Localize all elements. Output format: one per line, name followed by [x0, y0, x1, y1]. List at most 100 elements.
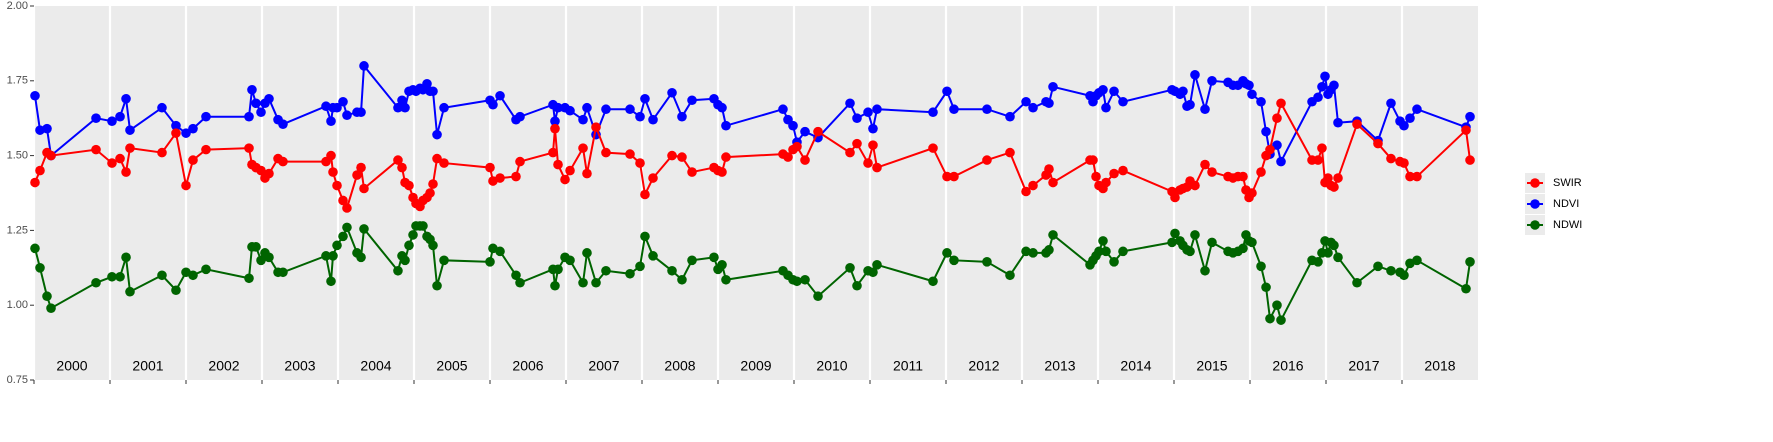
data-point	[1352, 277, 1362, 288]
data-point	[1261, 282, 1271, 293]
data-point	[868, 123, 878, 134]
data-point	[432, 153, 442, 164]
data-point	[640, 93, 650, 104]
data-point	[1200, 159, 1210, 170]
data-point	[845, 263, 855, 273]
data-point	[601, 104, 611, 115]
data-point	[157, 147, 167, 158]
data-point	[428, 240, 438, 251]
data-point	[1247, 188, 1257, 198]
data-point	[393, 265, 403, 276]
data-point	[1373, 261, 1383, 272]
data-point	[1048, 177, 1058, 188]
data-point	[1317, 81, 1327, 92]
data-point	[359, 61, 369, 71]
data-point	[635, 111, 645, 122]
data-point	[1118, 246, 1128, 257]
data-point	[393, 102, 403, 113]
year-label: 2001	[132, 358, 163, 374]
year-label: 2012	[968, 358, 999, 374]
data-point	[181, 128, 191, 138]
data-point	[813, 126, 823, 137]
data-point	[717, 167, 727, 177]
legend-marker	[1530, 178, 1540, 188]
data-point	[1373, 138, 1383, 149]
data-point	[1333, 252, 1343, 263]
data-point	[1190, 180, 1200, 191]
data-point	[667, 150, 677, 161]
data-point	[201, 264, 211, 275]
data-point	[1333, 173, 1343, 183]
data-point	[91, 113, 101, 123]
legend-marker	[1530, 220, 1540, 230]
data-point	[1021, 96, 1031, 107]
data-point	[1256, 96, 1266, 107]
data-point	[845, 98, 855, 109]
data-point	[1244, 80, 1254, 91]
data-point	[1005, 270, 1015, 281]
data-point	[1207, 167, 1217, 177]
data-point	[1386, 153, 1396, 164]
data-point	[1088, 155, 1098, 165]
data-point	[425, 188, 435, 198]
data-point	[356, 107, 366, 118]
data-point	[251, 98, 261, 109]
data-point	[244, 273, 254, 284]
data-point	[1323, 248, 1333, 258]
data-point	[157, 102, 167, 113]
data-point	[1412, 104, 1422, 115]
data-point	[982, 257, 992, 267]
data-point	[256, 107, 266, 118]
data-point	[553, 264, 563, 275]
data-point	[264, 252, 274, 263]
data-point	[928, 276, 938, 287]
data-point	[1044, 164, 1054, 174]
data-point	[1256, 261, 1266, 272]
data-point	[1265, 144, 1275, 155]
data-point	[1399, 158, 1409, 168]
data-point	[515, 156, 525, 167]
data-point	[800, 274, 810, 285]
data-point	[328, 251, 338, 261]
data-point	[1405, 113, 1415, 123]
data-point	[1109, 86, 1119, 97]
data-point	[278, 119, 288, 129]
data-point	[550, 116, 560, 126]
data-point	[1101, 177, 1111, 188]
data-point	[949, 171, 959, 182]
data-point	[1094, 246, 1104, 257]
data-point	[432, 280, 442, 291]
data-point	[1405, 171, 1415, 182]
year-label: 2003	[284, 358, 315, 374]
data-point	[278, 156, 288, 167]
data-point	[635, 261, 645, 272]
data-point	[201, 144, 211, 155]
year-label: 2016	[1272, 358, 1303, 374]
data-point	[400, 102, 410, 113]
data-point	[550, 280, 560, 291]
data-point	[121, 93, 131, 104]
data-point	[648, 251, 658, 261]
data-point	[582, 102, 592, 113]
data-point	[1200, 265, 1210, 276]
plot-background	[34, 6, 1478, 380]
data-point	[687, 167, 697, 177]
data-point	[404, 240, 414, 251]
data-point	[1329, 240, 1339, 251]
data-point	[1048, 81, 1058, 92]
data-point	[578, 114, 588, 125]
data-point	[30, 177, 40, 188]
data-point	[1185, 99, 1195, 110]
data-point	[625, 104, 635, 115]
data-point	[30, 243, 40, 254]
year-label: 2006	[512, 358, 543, 374]
data-point	[121, 167, 131, 177]
data-point	[1386, 98, 1396, 109]
data-point	[264, 168, 274, 179]
data-point	[342, 110, 352, 121]
data-point	[640, 231, 650, 242]
data-point	[1329, 80, 1339, 91]
data-point	[800, 155, 810, 165]
data-point	[1386, 265, 1396, 276]
data-point	[1101, 246, 1111, 257]
